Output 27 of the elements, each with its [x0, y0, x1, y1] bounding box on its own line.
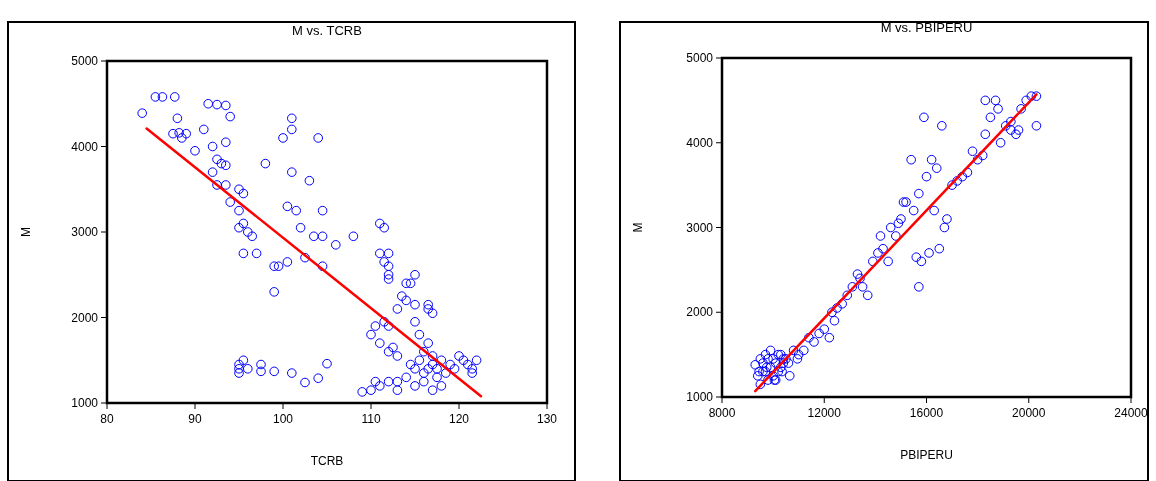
chart-title: M vs. TCRB: [292, 23, 362, 38]
y-tick-label: 3000: [71, 225, 99, 239]
x-tick-label: 130: [536, 412, 558, 426]
y-tick-label: 5000: [686, 51, 714, 65]
x-axis-title: TCRB: [310, 454, 344, 468]
x-tick-label: 110: [361, 412, 381, 426]
y-tick-label: 2000: [71, 310, 99, 325]
y-tick-label: 1000: [686, 390, 714, 404]
y-tick-label: 5000: [71, 54, 99, 68]
y-axis-title: M: [631, 222, 645, 233]
x-tick-label: 100: [272, 412, 294, 426]
x-tick-label: 120: [448, 412, 470, 426]
x-tick-label: 8000: [708, 406, 736, 420]
y-axis-title: M: [19, 227, 33, 237]
y-tick-label: 4000: [71, 139, 99, 154]
x-axis-title: PBIPERU: [900, 448, 953, 462]
y-tick-label: 1000: [71, 396, 99, 410]
y-tick-label: 2000: [686, 305, 714, 320]
x-tick-label: 20000: [1012, 406, 1046, 420]
x-tick-label: 24000: [1114, 406, 1149, 420]
chart-title: M vs. PBIPERU: [880, 20, 973, 35]
y-tick-label: 4000: [686, 135, 714, 150]
x-tick-label: 90: [188, 412, 202, 426]
x-tick-label: 16000: [909, 406, 944, 420]
x-tick-label: 12000: [807, 406, 842, 420]
y-tick-label: 3000: [686, 220, 714, 235]
x-tick-label: 80: [100, 412, 114, 426]
